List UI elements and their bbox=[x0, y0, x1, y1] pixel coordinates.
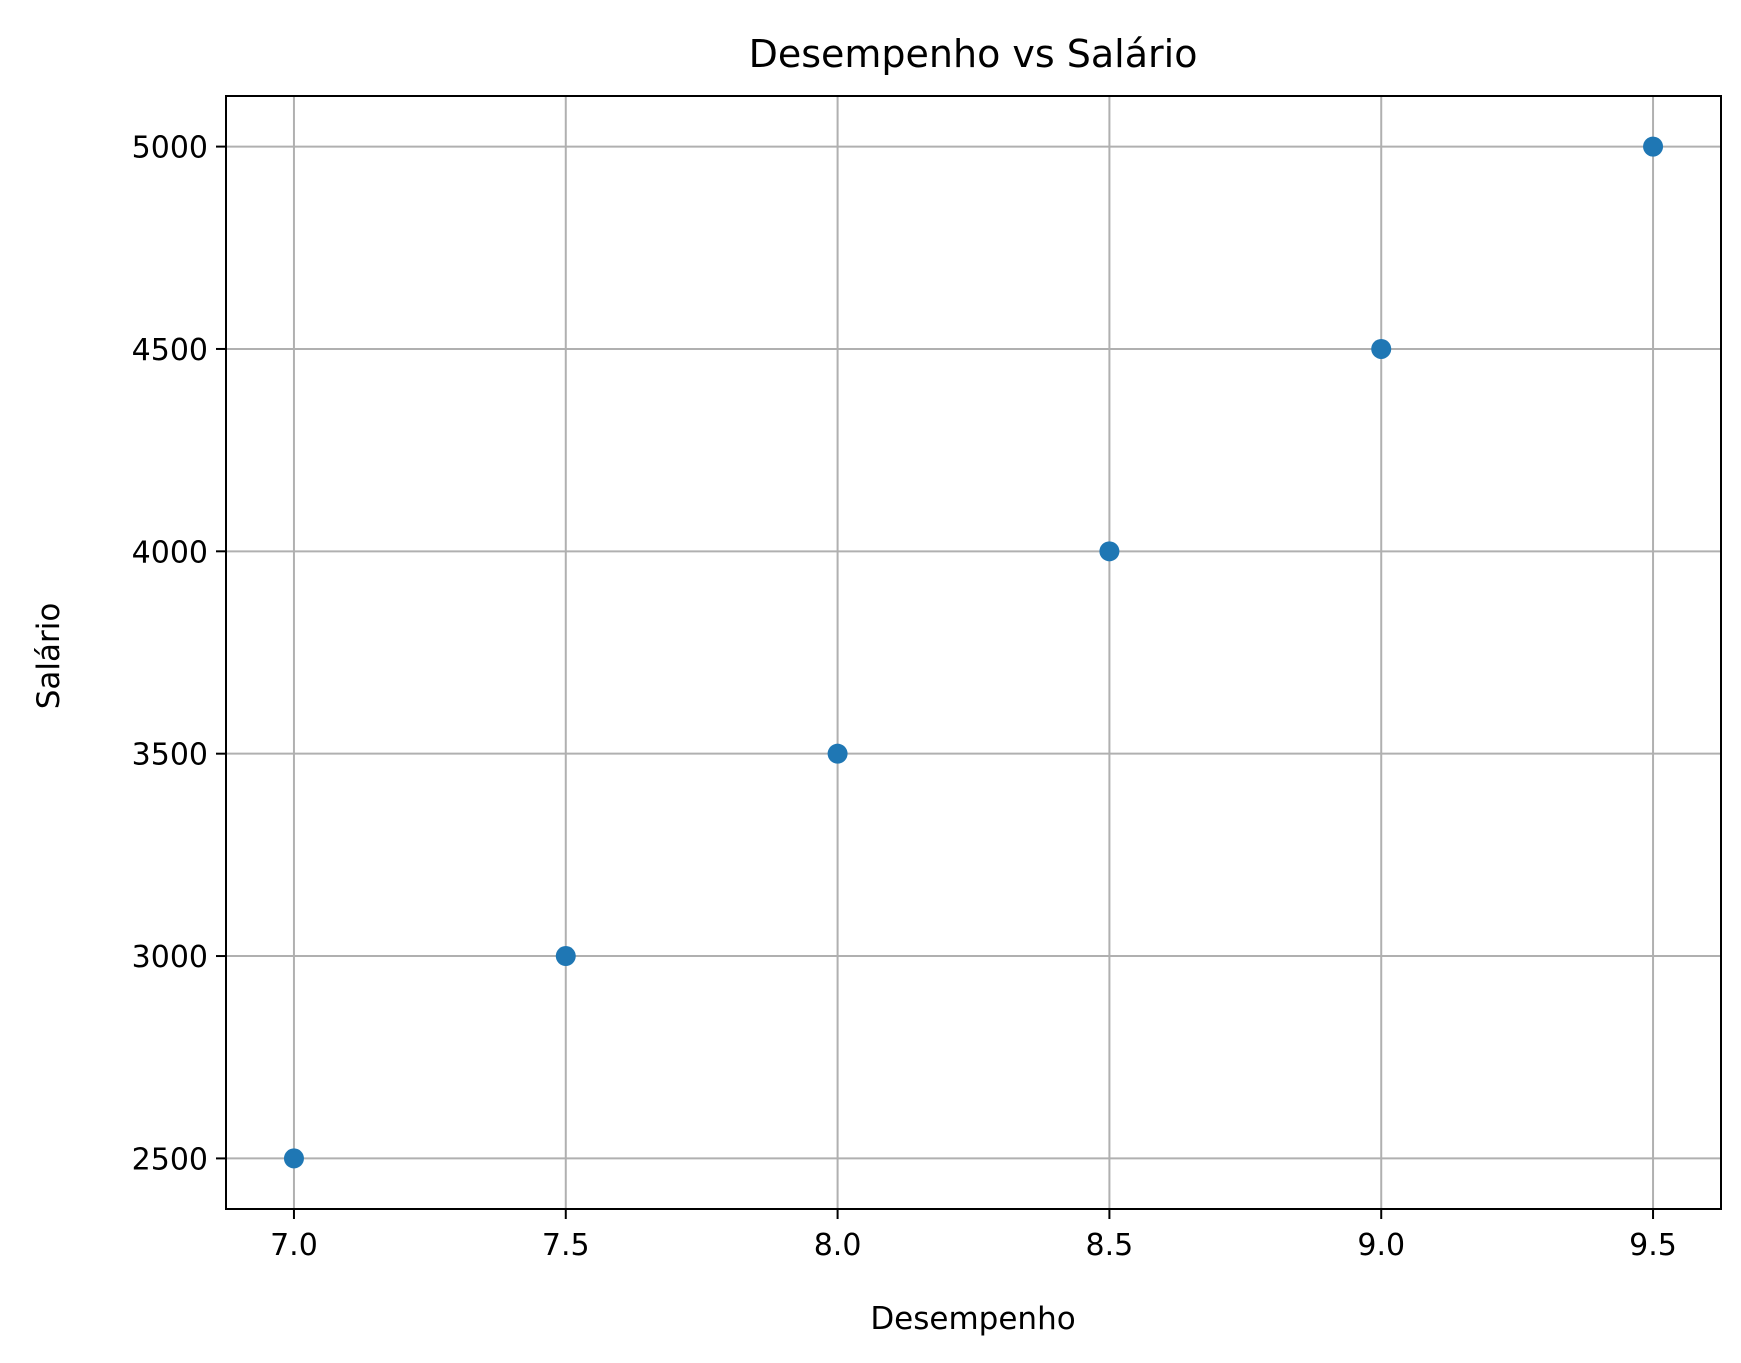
x-axis-label: Desempenho bbox=[870, 1301, 1075, 1337]
x-axis-ticks: 7.0 7.5 8.0 8.5 9.0 9.5 bbox=[270, 1209, 1677, 1263]
scatter-point bbox=[1099, 541, 1120, 562]
chart-title: Desempenho vs Salário bbox=[749, 32, 1198, 76]
y-tick-label: 3000 bbox=[132, 940, 208, 975]
y-axis-ticks: 2500 3000 3500 4000 4500 5000 bbox=[132, 131, 226, 1177]
scatter-point bbox=[1371, 338, 1392, 359]
x-tick-label: 9.5 bbox=[1629, 1228, 1677, 1263]
y-tick-label: 2500 bbox=[132, 1142, 208, 1177]
x-tick-label: 8.0 bbox=[814, 1228, 862, 1263]
x-tick-label: 7.5 bbox=[542, 1228, 590, 1263]
x-tick-label: 9.0 bbox=[1357, 1228, 1405, 1263]
y-tick-label: 3500 bbox=[132, 738, 208, 773]
y-tick-label: 5000 bbox=[132, 131, 208, 166]
scatter-point bbox=[827, 743, 848, 764]
data-points bbox=[283, 136, 1664, 1169]
plot-frame bbox=[225, 95, 1722, 1210]
y-axis-label: Salário bbox=[31, 603, 67, 710]
scatter-point bbox=[555, 946, 576, 967]
scatter-point bbox=[283, 1148, 304, 1169]
x-tick-label: 7.0 bbox=[270, 1228, 318, 1263]
y-tick-label: 4000 bbox=[132, 535, 208, 570]
x-grid-lines bbox=[292, 96, 1655, 1209]
x-tick-label: 8.5 bbox=[1086, 1228, 1134, 1263]
scatter-point bbox=[1643, 136, 1664, 157]
y-grid-lines bbox=[226, 145, 1721, 1160]
y-tick-label: 4500 bbox=[132, 333, 208, 368]
